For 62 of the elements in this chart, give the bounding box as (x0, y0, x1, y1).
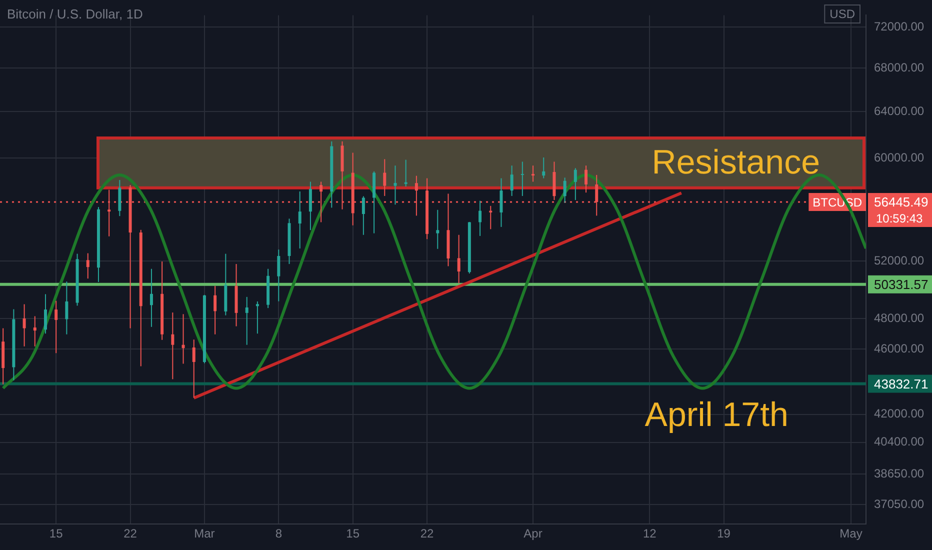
y-tick-label: 38650.00 (874, 466, 924, 480)
candlestick (563, 177, 566, 204)
candlestick (532, 165, 535, 182)
candlestick (383, 158, 386, 196)
y-tick-label: 46000.00 (874, 341, 924, 356)
candlestick (584, 165, 588, 194)
candlestick (298, 190, 302, 249)
candlestick (171, 312, 174, 380)
ref-line-label: 56445.49 (874, 194, 928, 210)
candlestick (394, 165, 397, 206)
candlestick (436, 209, 440, 250)
candlestick (182, 314, 185, 364)
candlestick (33, 316, 36, 347)
x-tick-label: 22 (420, 526, 434, 541)
ref-line-label: 50331.57 (874, 276, 928, 292)
candlestick (489, 205, 492, 230)
candlestick (118, 179, 122, 217)
y-tick-label: 68000.00 (874, 60, 924, 74)
candlestick (277, 249, 280, 302)
y-tick-label: 42000.00 (874, 406, 924, 421)
x-tick-label: 8 (275, 526, 282, 541)
annotation: April 17th (644, 396, 788, 434)
x-tick-label: May (840, 526, 862, 541)
x-tick-label: 15 (49, 526, 64, 541)
candlestick (362, 196, 365, 236)
candlestick (44, 294, 47, 334)
x-tick-label: Mar (194, 526, 215, 541)
y-tick-label: 40400.00 (874, 434, 924, 449)
chart-title: Bitcoin / U.S. Dollar, 1D (7, 6, 143, 22)
candlestick (256, 300, 259, 334)
candlestick (86, 252, 90, 280)
candlestick (150, 268, 153, 328)
y-tick-label: 37050.00 (874, 496, 924, 511)
y-tick-label: 72000.00 (874, 19, 924, 34)
candlestick (500, 178, 503, 228)
candlestick (520, 161, 524, 196)
annotation: USD (830, 6, 856, 21)
y-tick-label: 48000.00 (874, 310, 924, 325)
candlestick (65, 281, 68, 335)
candlestick (308, 181, 312, 231)
y-tick-label: 60000.00 (874, 150, 924, 164)
y-tick-label: 64000.00 (874, 104, 924, 118)
x-tick-label: 12 (642, 526, 657, 541)
candlestick (192, 339, 196, 398)
ref-line-label: 43832.71 (874, 376, 928, 392)
candlestick (478, 200, 482, 236)
text: 10:59:43 (876, 211, 924, 226)
candlestick (245, 296, 248, 346)
candlestick (510, 165, 514, 196)
candlestick (574, 168, 577, 201)
candlestick (22, 304, 26, 347)
x-tick-label: 22 (124, 526, 138, 541)
band-label: Resistance (652, 143, 820, 182)
x-tick-label: Apr (524, 526, 542, 541)
y-tick-label: 52000.00 (874, 253, 924, 268)
candlestick (54, 300, 58, 354)
candlestick (542, 157, 546, 179)
x-tick-label: 19 (717, 526, 731, 541)
candlestick (214, 285, 217, 335)
candlestick (457, 234, 460, 284)
x-tick-label: 15 (346, 526, 360, 541)
candlestick (404, 159, 408, 188)
